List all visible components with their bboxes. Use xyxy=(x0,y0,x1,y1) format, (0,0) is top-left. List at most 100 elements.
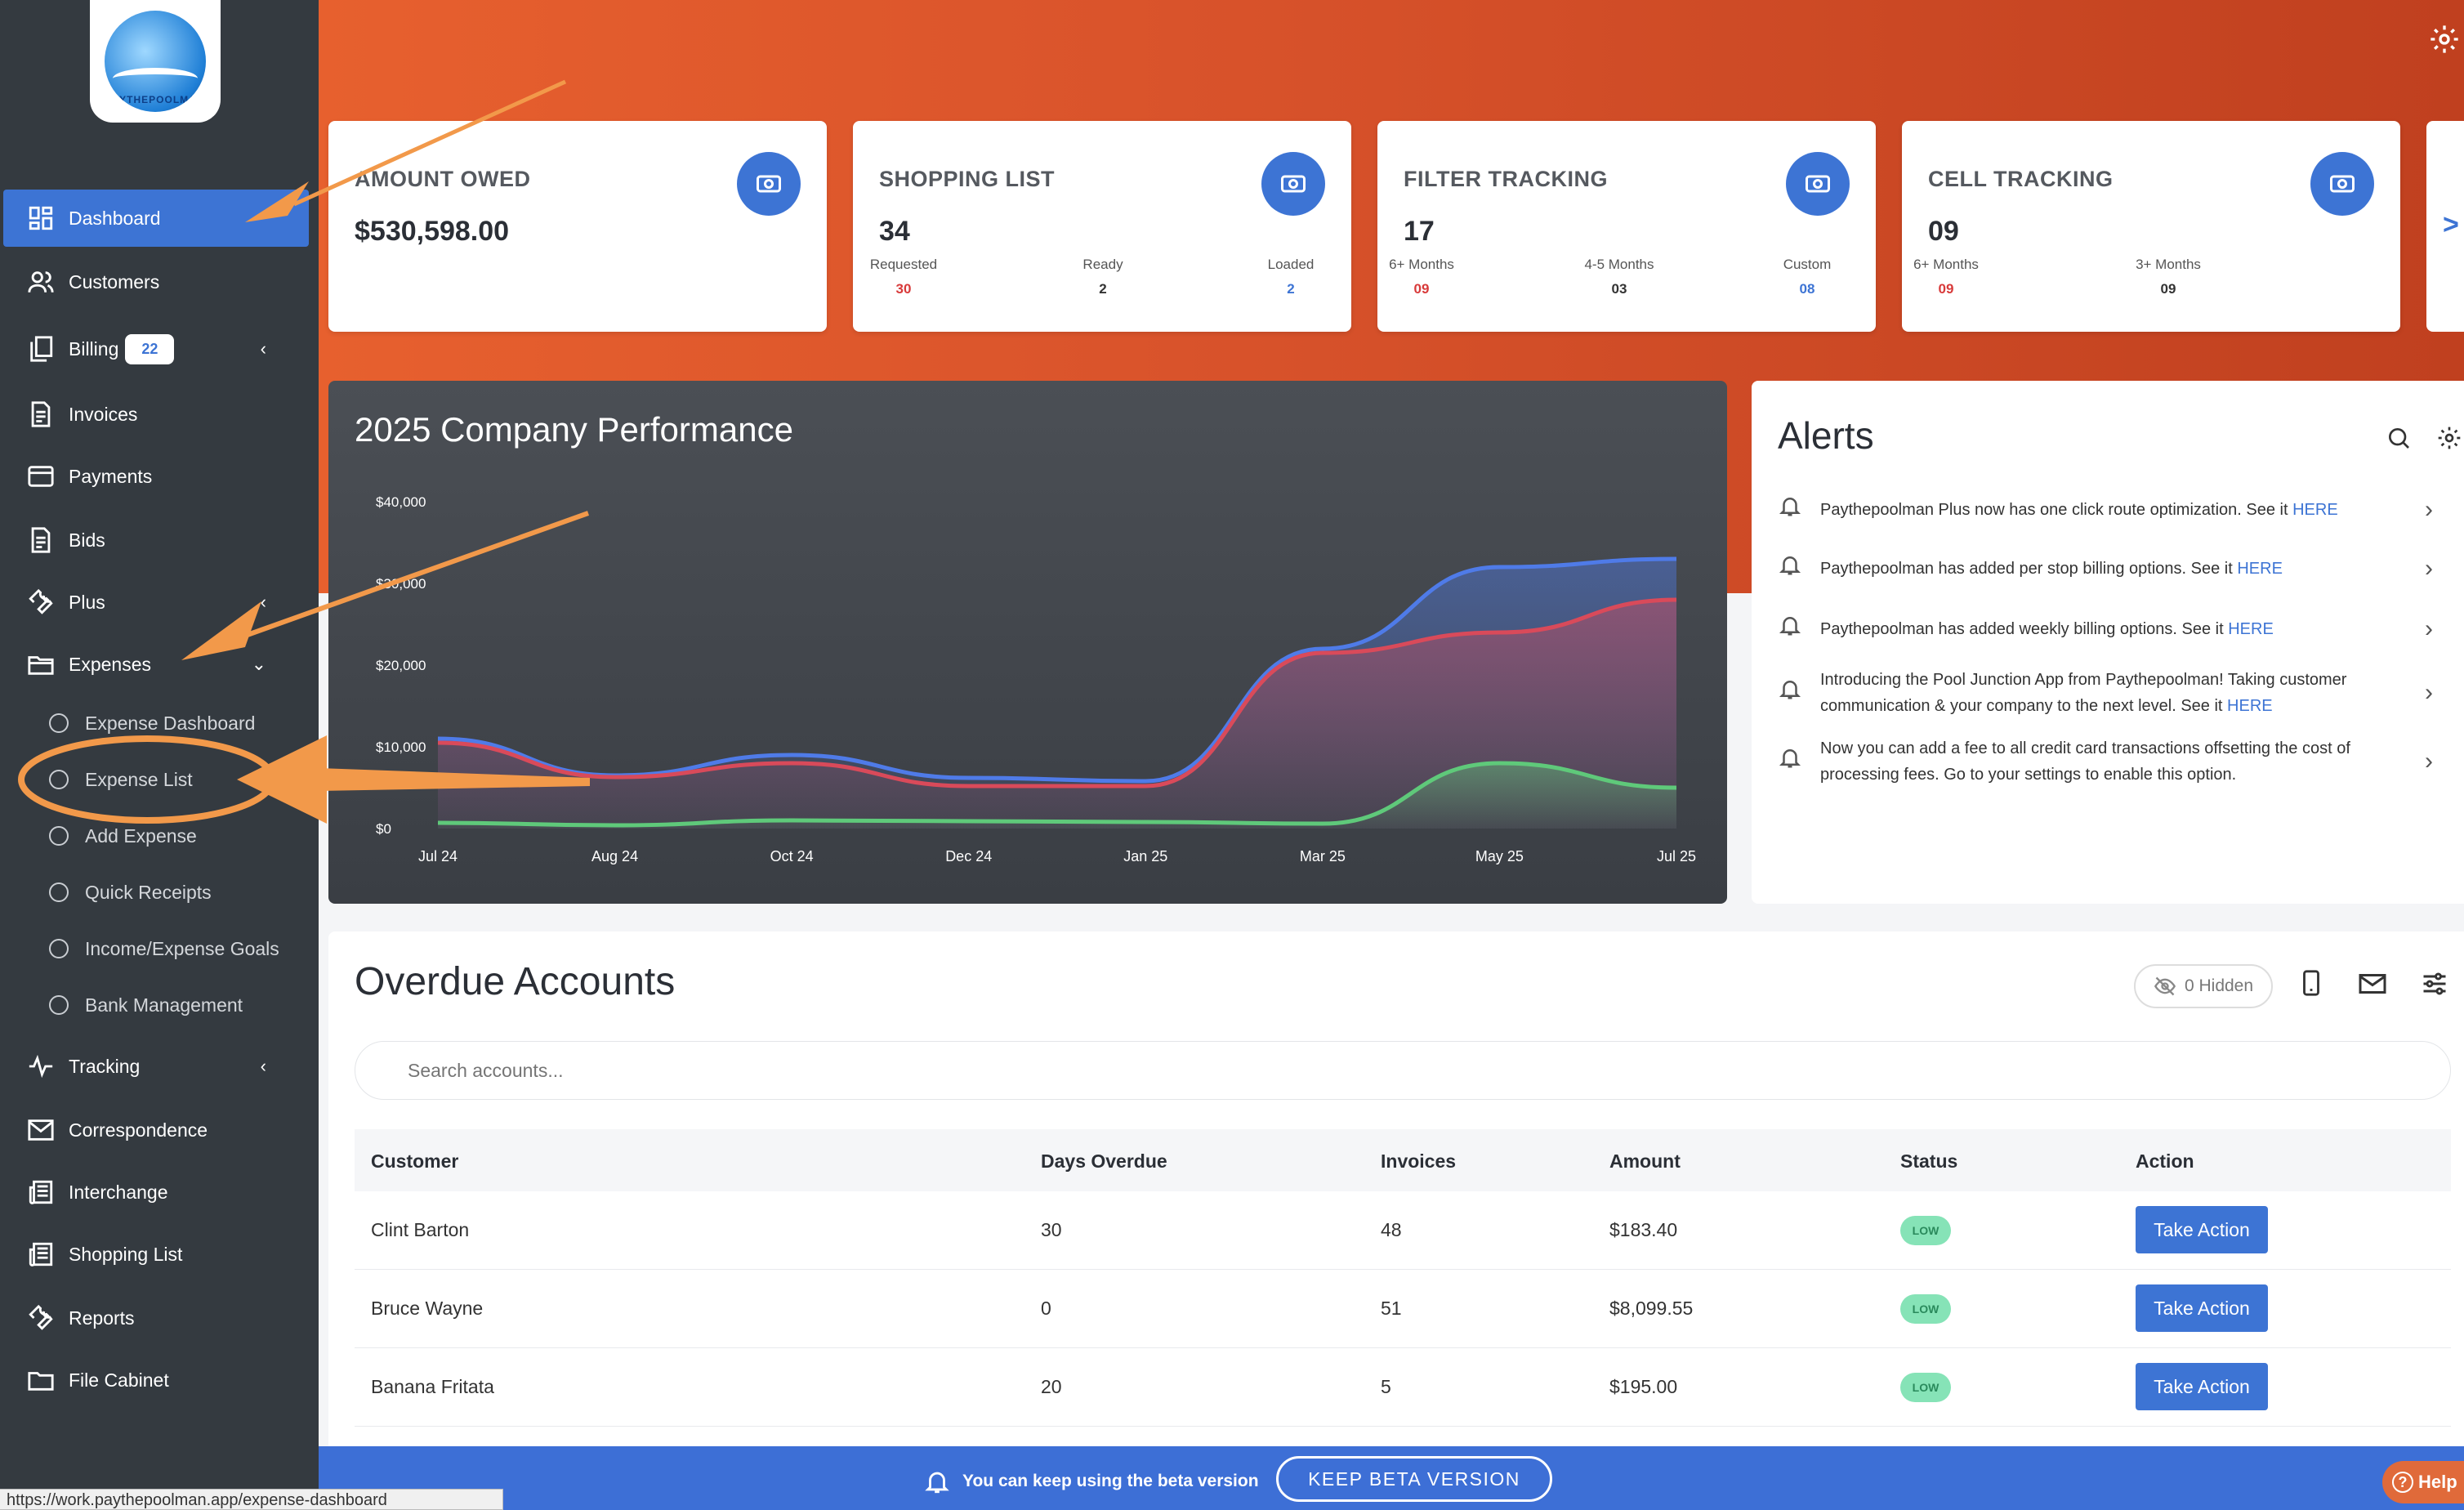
column-header[interactable]: Status xyxy=(1900,1150,1958,1172)
sidebar-item-interchange[interactable]: Interchange xyxy=(3,1164,309,1221)
chevron-left-icon[interactable]: ‹ xyxy=(260,338,266,359)
sidebar-item-plus[interactable]: Plus ‹ xyxy=(3,574,309,631)
help-icon: ? xyxy=(2392,1472,2413,1493)
chart-title: 2025 Company Performance xyxy=(355,410,793,449)
bell-icon xyxy=(925,1472,949,1494)
y-tick-label: $0 xyxy=(376,821,391,837)
keep-beta-button[interactable]: KEEP BETA VERSION xyxy=(1276,1456,1552,1502)
next-card-button[interactable]: > xyxy=(2426,121,2464,332)
mail-icon[interactable] xyxy=(2358,969,2387,1003)
cash-icon[interactable] xyxy=(737,152,801,216)
chevron-down-icon[interactable]: ⌄ xyxy=(251,654,266,674)
cash-icon[interactable] xyxy=(2310,152,2374,216)
users-icon xyxy=(26,267,56,297)
alerts-panel: Alerts Paythepoolman Plus now has one cl… xyxy=(1752,381,2464,904)
sidebar-item-expenses[interactable]: Expenses ⌄ xyxy=(3,636,309,693)
alert-item[interactable]: Introducing the Pool Junction App from P… xyxy=(1778,667,2433,719)
column-header[interactable]: Days Overdue xyxy=(1041,1150,1167,1172)
bell-icon xyxy=(1778,677,1804,709)
sidebar-item-invoices[interactable]: Invoices xyxy=(3,386,309,443)
search-icon[interactable] xyxy=(2386,425,2412,455)
sidebar-item-payments[interactable]: Payments xyxy=(3,448,309,505)
beta-banner: You can keep using the beta version KEEP… xyxy=(319,1446,2464,1510)
sidebar-subitem-label: Expense List xyxy=(85,768,193,790)
cash-icon[interactable] xyxy=(1261,152,1325,216)
cell-tracking-card[interactable]: CELL TRACKING 09 6+ Months 09 3+ Months … xyxy=(1902,121,2400,332)
chevron-left-icon[interactable]: ‹ xyxy=(260,592,266,612)
help-button[interactable]: ? Help xyxy=(2382,1461,2464,1503)
take-action-button[interactable]: Take Action xyxy=(2136,1206,2268,1253)
chevron-right-icon[interactable]: › xyxy=(2425,615,2433,642)
chevron-right-icon[interactable]: › xyxy=(2425,748,2433,775)
status-badge: LOW xyxy=(1900,1373,1951,1402)
activity-icon xyxy=(26,1052,56,1081)
card-value: 09 xyxy=(1928,216,1959,247)
alert-link[interactable]: HERE xyxy=(2227,697,2273,715)
days-cell: 0 xyxy=(1041,1298,1051,1319)
sidebar-item-customers[interactable]: Customers xyxy=(3,253,309,310)
sidebar-item-file-cabinet[interactable]: File Cabinet xyxy=(3,1351,309,1409)
sidebar-item-label: Dashboard xyxy=(69,207,161,229)
chevron-right-icon[interactable]: › xyxy=(2425,496,2433,523)
sidebar-item-correspondence[interactable]: Correspondence xyxy=(3,1101,309,1159)
chevron-left-icon[interactable]: ‹ xyxy=(260,1056,266,1076)
sidebar-item-reports[interactable]: Reports xyxy=(3,1289,309,1347)
sidebar-item-tracking[interactable]: Tracking ‹ xyxy=(3,1038,309,1095)
filter-tracking-card[interactable]: FILTER TRACKING 17 6+ Months 09 4-5 Mont… xyxy=(1377,121,1876,332)
invoices-cell: 51 xyxy=(1381,1298,1402,1319)
sidebar-item-shopping-list[interactable]: Shopping List xyxy=(3,1226,309,1283)
sidebar-item-bids[interactable]: Bids xyxy=(3,512,309,569)
alert-link[interactable]: HERE xyxy=(2237,560,2283,578)
tablet-icon[interactable] xyxy=(2297,969,2325,1003)
cash-icon[interactable] xyxy=(1786,152,1850,216)
y-tick-label: $20,000 xyxy=(376,658,426,673)
y-tick-label: $30,000 xyxy=(376,576,426,592)
alert-link[interactable]: HERE xyxy=(2292,501,2338,519)
sub-value: 09 xyxy=(1413,281,1430,297)
search-accounts-input[interactable] xyxy=(355,1041,2451,1100)
alert-item[interactable]: Paythepoolman has added weekly billing o… xyxy=(1778,613,2433,646)
column-header[interactable]: Amount xyxy=(1609,1150,1681,1172)
sidebar-subitem-expense-list[interactable]: Expense List xyxy=(49,759,193,800)
hidden-toggle-button[interactable]: 0 Hidden xyxy=(2134,964,2273,1008)
sidebar-item-label: Payments xyxy=(69,465,153,487)
shopping-list-card[interactable]: SHOPPING LIST 34 Requested 30 Ready 2 Lo… xyxy=(853,121,1351,332)
table-row[interactable]: Banana Fritata 20 5 $195.00 LOW Take Act… xyxy=(355,1348,2451,1427)
sidebar-subitem-expense-dashboard[interactable]: Expense Dashboard xyxy=(49,703,255,744)
folder-icon xyxy=(26,650,56,679)
alert-item[interactable]: Paythepoolman has added per stop billing… xyxy=(1778,552,2433,585)
sidebar-subitem-label: Add Expense xyxy=(85,824,197,847)
alert-item[interactable]: Now you can add a fee to all credit card… xyxy=(1778,735,2433,788)
x-tick-label: Jan 25 xyxy=(1123,848,1167,864)
sidebar-subitem-label: Income/Expense Goals xyxy=(85,937,279,959)
column-header[interactable]: Invoices xyxy=(1381,1150,1457,1172)
alert-text: Now you can add a fee to all credit card… xyxy=(1820,739,2350,784)
alert-link[interactable]: HERE xyxy=(2228,620,2274,638)
take-action-button[interactable]: Take Action xyxy=(2136,1363,2268,1410)
sub-label: 6+ Months xyxy=(1389,257,1454,272)
sidebar-subitem-add-expense[interactable]: Add Expense xyxy=(49,815,197,856)
take-action-button[interactable]: Take Action xyxy=(2136,1284,2268,1332)
sliders-icon[interactable] xyxy=(2420,969,2449,1003)
gear-icon[interactable] xyxy=(2428,23,2461,56)
amount-owed-card[interactable]: AMOUNT OWED $530,598.00 xyxy=(328,121,827,332)
alert-item[interactable]: Paythepoolman Plus now has one click rou… xyxy=(1778,494,2433,526)
sidebar-item-dashboard[interactable]: Dashboard xyxy=(3,190,309,247)
series-line[interactable] xyxy=(437,597,1677,789)
series-line[interactable] xyxy=(437,761,1677,828)
overdue-accounts-panel: Overdue Accounts 0 Hidden Customer Days … xyxy=(328,931,2464,1510)
chevron-right-icon[interactable]: › xyxy=(2425,555,2433,582)
gear-icon[interactable] xyxy=(2436,425,2462,455)
card-value: 34 xyxy=(879,216,910,247)
y-tick-label: $10,000 xyxy=(376,739,426,755)
sub-value: 09 xyxy=(2160,281,2176,297)
column-header[interactable]: Customer xyxy=(371,1150,459,1172)
sidebar-subitem-quick-receipts[interactable]: Quick Receipts xyxy=(49,872,212,913)
sidebar-subitem-income-expense-goals[interactable]: Income/Expense Goals xyxy=(49,928,279,969)
table-row[interactable]: Bruce Wayne 0 51 $8,099.55 LOW Take Acti… xyxy=(355,1270,2451,1348)
chevron-right-icon[interactable]: › xyxy=(2425,679,2433,706)
sidebar-item-billing[interactable]: Billing 22 ‹ xyxy=(3,320,309,378)
table-row[interactable]: Clint Barton 30 48 $183.40 LOW Take Acti… xyxy=(355,1191,2451,1270)
logo[interactable]: PAYTHEPOOLMAN xyxy=(90,0,221,123)
sidebar-subitem-bank-management[interactable]: Bank Management xyxy=(49,985,243,1025)
